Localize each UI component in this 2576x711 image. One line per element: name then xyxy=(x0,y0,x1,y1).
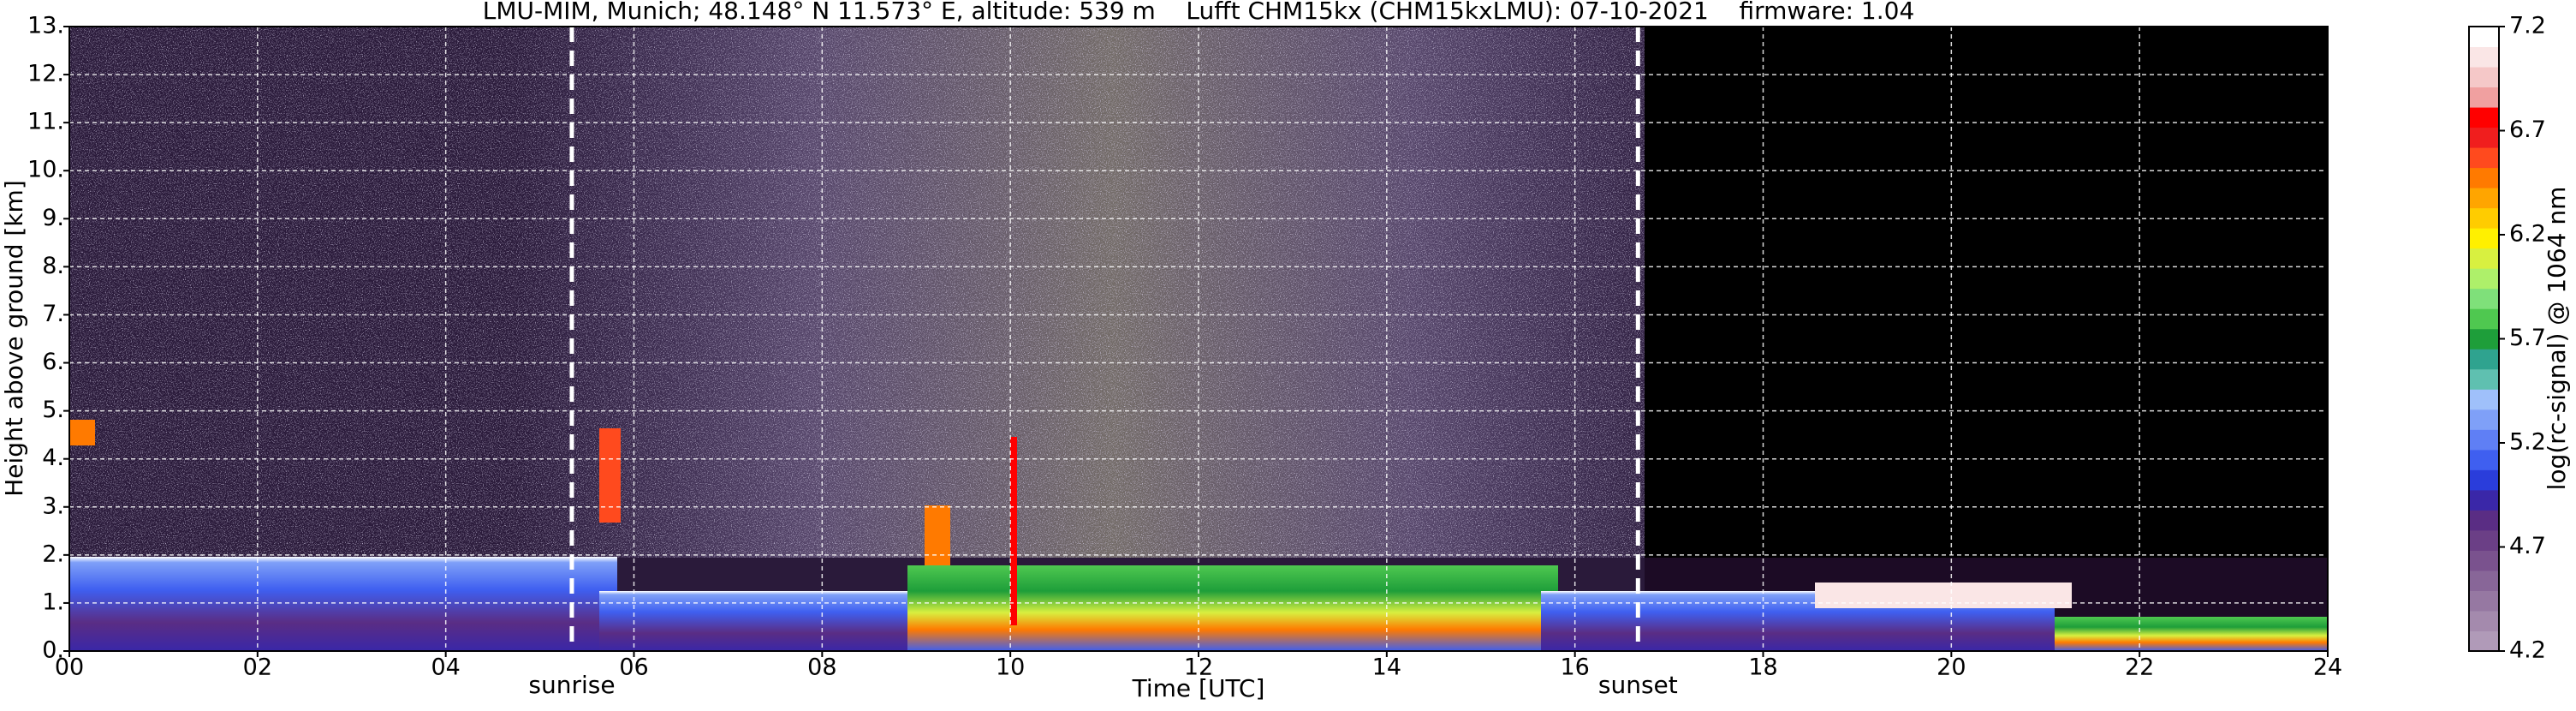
colorbar-segment xyxy=(2469,610,2499,631)
annotation-label: sunset xyxy=(1598,671,1678,699)
colorbar-segment xyxy=(2469,630,2499,652)
colorbar-segment xyxy=(2469,349,2499,370)
y-tick-label: 8. xyxy=(42,253,64,279)
colorbar-segment xyxy=(2469,67,2499,88)
x-tick-label: 08 xyxy=(807,654,836,681)
colorbar-segment xyxy=(2469,207,2499,229)
colorbar-segment xyxy=(2469,328,2499,350)
colorbar-segment xyxy=(2469,489,2499,511)
colorbar-segment xyxy=(2469,46,2499,68)
y-tick-label: 0. xyxy=(42,637,64,664)
colorbar-segment xyxy=(2469,27,2499,48)
y-tick-label: 9. xyxy=(42,205,64,231)
colorbar-segment xyxy=(2469,550,2499,571)
colorbar-segment xyxy=(2469,529,2499,551)
colorbar-tick-label: 4.7 xyxy=(2509,533,2546,559)
y-tick-label: 11. xyxy=(27,109,64,135)
cloud xyxy=(69,420,95,445)
x-tick-label: 10 xyxy=(996,654,1025,681)
y-tick-label: 7. xyxy=(42,301,64,327)
y-tick-label: 4. xyxy=(42,445,64,471)
x-axis-label: Time [UTC] xyxy=(1132,674,1265,702)
colorbar-tick-label: 5.7 xyxy=(2509,325,2546,351)
colorbar-segment xyxy=(2469,449,2499,470)
colorbar-tick-label: 4.2 xyxy=(2509,637,2546,664)
colorbar-segment xyxy=(2469,228,2499,249)
colorbar-segment xyxy=(2469,368,2499,390)
x-tick-label: 24 xyxy=(2313,654,2342,681)
colorbar-segment xyxy=(2469,510,2499,531)
colorbar-segment xyxy=(2469,389,2499,410)
colorbar-tick-label: 6.7 xyxy=(2509,117,2546,143)
x-tick-label: 12 xyxy=(1184,654,1213,681)
colorbar-segment xyxy=(2469,570,2499,591)
cloud xyxy=(1010,437,1017,625)
boundary-layer xyxy=(599,591,925,651)
boundary-layer xyxy=(907,565,1558,651)
x-tick-label: 02 xyxy=(243,654,272,681)
colorbar-label: log(rc-signal) @ 1064 nm xyxy=(2543,187,2571,491)
heatmap-night-clear xyxy=(1645,27,2328,558)
y-axis-label: Height above ground [km] xyxy=(0,180,28,497)
x-tick-label: 00 xyxy=(55,654,84,681)
colorbar-segment xyxy=(2469,268,2499,290)
cloud xyxy=(1815,583,2072,608)
boundary-layer xyxy=(69,557,617,651)
colorbar-segment xyxy=(2469,288,2499,309)
y-tick-label: 2. xyxy=(42,541,64,567)
colorbar-segment xyxy=(2469,409,2499,430)
annotation-label: sunrise xyxy=(528,671,615,699)
colorbar-segment xyxy=(2469,188,2499,209)
colorbar-segment xyxy=(2469,308,2499,330)
y-tick-label: 12. xyxy=(27,61,64,87)
x-tick-label: 22 xyxy=(2125,654,2154,681)
colorbar-segment xyxy=(2469,469,2499,491)
y-tick-label: 10. xyxy=(27,157,64,183)
colorbar-tick-label: 6.2 xyxy=(2509,221,2546,248)
plot-frame xyxy=(68,26,2329,652)
colorbar-segment xyxy=(2469,107,2499,128)
y-tick-label: 6. xyxy=(42,349,64,375)
boundary-layer xyxy=(2055,617,2328,651)
cloud xyxy=(925,505,950,565)
axes xyxy=(63,26,2329,657)
y-tick-label: 5. xyxy=(42,397,64,423)
y-tick-label: 3. xyxy=(42,493,64,519)
colorbar-segment xyxy=(2469,87,2499,108)
x-tick-label: 18 xyxy=(1748,654,1777,681)
y-tick-label: 1. xyxy=(42,589,64,615)
chart-title: LMU-MIM, Munich; 48.148° N 11.573° E, al… xyxy=(483,0,1915,25)
x-tick-label: 20 xyxy=(1936,654,1966,681)
colorbar-segment xyxy=(2469,429,2499,451)
x-tick-label: 14 xyxy=(1372,654,1401,681)
colorbar-segment xyxy=(2469,248,2499,269)
colorbar-segment xyxy=(2469,590,2499,612)
x-tick-label: 04 xyxy=(431,654,460,681)
colorbar-segment xyxy=(2469,127,2499,148)
x-tick-label: 16 xyxy=(1560,654,1589,681)
heatmap-noise xyxy=(69,27,1645,558)
cloud xyxy=(599,428,621,523)
x-tick-label: 06 xyxy=(619,654,648,681)
colorbar-segment xyxy=(2469,147,2499,169)
colorbar-segment xyxy=(2469,167,2499,188)
y-tick-label: 13. xyxy=(27,13,64,39)
colorbar-tick-label: 5.2 xyxy=(2509,429,2546,456)
colorbar-tick-label: 7.2 xyxy=(2509,13,2546,39)
